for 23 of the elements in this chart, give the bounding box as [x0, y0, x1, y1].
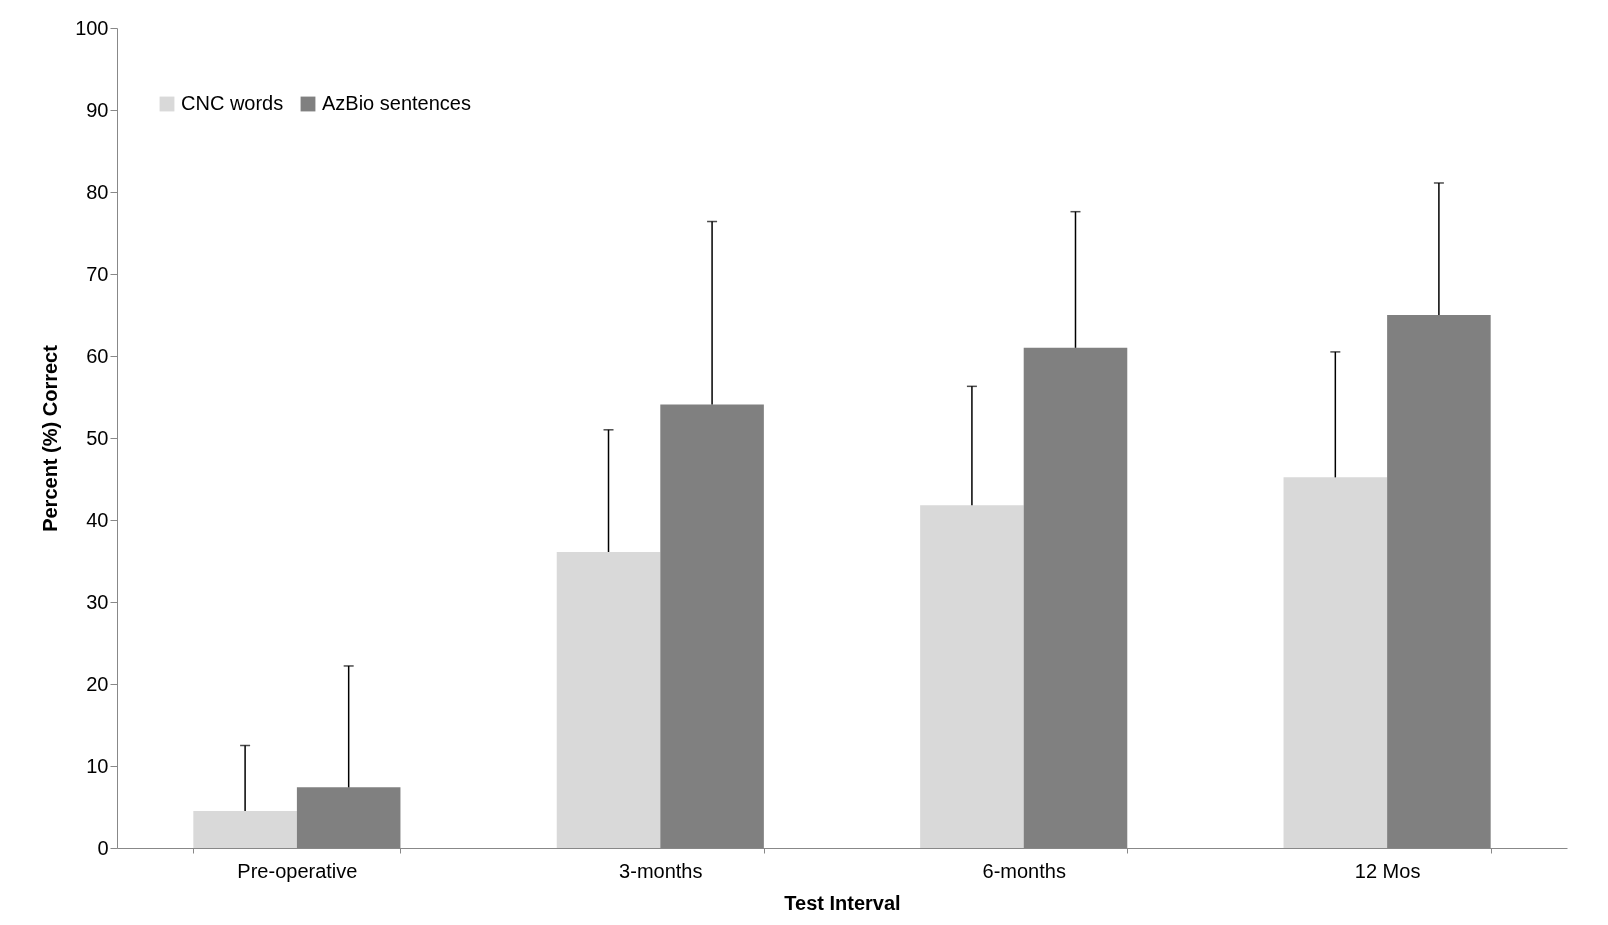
- x-tick-label: 6-months: [982, 859, 1066, 882]
- y-tick-label: 10: [86, 754, 109, 777]
- legend-label: AzBio sentences: [322, 92, 471, 114]
- y-tick-label: 0: [97, 836, 109, 859]
- bar: [193, 811, 297, 848]
- y-tick-label: 60: [86, 344, 109, 367]
- y-axis-title: Percent (%) Correct: [39, 344, 62, 532]
- legend-label: CNC words: [181, 92, 284, 114]
- y-tick-label: 70: [86, 262, 109, 285]
- y-tick-label: 30: [86, 590, 109, 613]
- y-tick-label: 40: [86, 508, 109, 531]
- y-tick-label: 50: [86, 426, 109, 449]
- x-tick-label: 12 Mos: [1354, 859, 1421, 882]
- y-tick-label: 80: [86, 180, 109, 203]
- x-axis-title: Test Interval: [784, 891, 901, 914]
- bar: [556, 551, 661, 848]
- bar: [1283, 477, 1388, 848]
- y-tick-label: 20: [86, 672, 109, 695]
- y-tick-label: 100: [75, 16, 109, 39]
- bar: [920, 505, 1024, 848]
- x-tick-label: 3-months: [619, 859, 703, 882]
- y-tick-label: 90: [86, 98, 109, 121]
- x-tick-label: Pre-operative: [237, 859, 358, 882]
